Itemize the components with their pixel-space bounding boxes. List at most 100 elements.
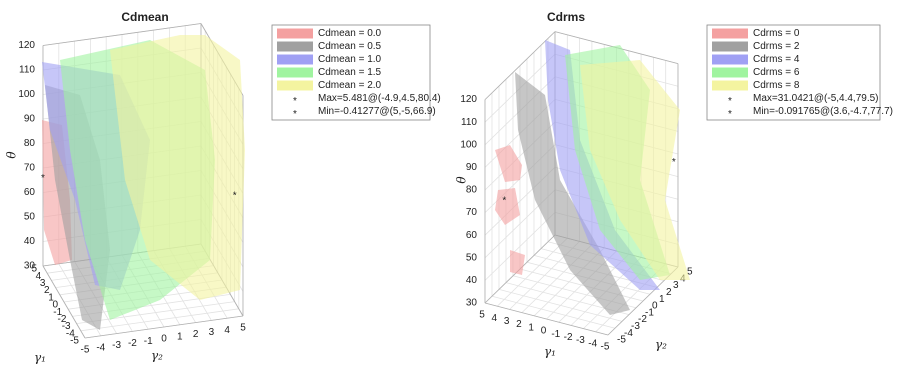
legend-label: Min=-0.091765@(3.6,-4.7,77.7) [753, 106, 893, 117]
x-tick-label: -1 [551, 329, 560, 340]
z-tick-label: 90 [24, 114, 36, 125]
legend-swatch [712, 28, 748, 39]
z-tick-label: 80 [24, 138, 36, 149]
legend-marker: * [728, 109, 732, 120]
z-tick-label: 30 [466, 298, 478, 309]
chart-title: Cdmean [121, 10, 168, 24]
legend-swatch [712, 41, 748, 52]
legend-label: Cdrms = 2 [753, 41, 800, 52]
z-tick-label: 100 [460, 139, 477, 150]
y-tick-label: 3 [673, 280, 679, 291]
y-tick-label: -4 [96, 342, 105, 353]
x-tick-label: -4 [66, 328, 75, 339]
legend-label: Cdrms = 8 [753, 80, 800, 91]
extreme-marker: * [672, 157, 676, 168]
z-tick-label: 110 [461, 117, 477, 128]
y-tick-label: -2 [638, 314, 647, 325]
isosurface [495, 145, 525, 275]
y-tick-label: -5 [81, 345, 90, 356]
legend-label: Cdmean = 2.0 [318, 80, 382, 91]
y-tick-label: -1 [645, 307, 654, 318]
legend: Cdmean = 0.0 Cdmean = 0.5 Cdmean = 1.0 Cdme… [271, 24, 441, 121]
z-tick-label: 50 [24, 212, 36, 223]
axis-line [484, 31, 556, 100]
z-tick-label: 30 [24, 261, 36, 272]
x-tick-label: 5 [479, 310, 485, 321]
legend-marker: * [293, 96, 297, 107]
z-tick-label: 60 [466, 230, 478, 241]
extreme-marker: * [502, 195, 506, 206]
y-tick-label: 1 [177, 331, 183, 342]
axis-line [84, 315, 244, 339]
z-tick-label: 100 [18, 89, 35, 100]
y-axis-label: γ₂ [655, 338, 667, 352]
isosurface [580, 60, 690, 280]
z-tick-label: 110 [19, 65, 35, 76]
legend-swatch [277, 54, 313, 65]
legend-label: Cdmean = 0.5 [318, 41, 382, 52]
y-tick-label: -2 [128, 338, 137, 349]
axis-line [42, 23, 202, 46]
legend-swatch [712, 67, 748, 78]
grid-line [498, 289, 623, 322]
x-tick-label: 4 [492, 313, 498, 324]
y-tick-label: -3 [631, 321, 640, 332]
extreme-marker: * [233, 191, 237, 202]
axis-line [42, 265, 86, 339]
x-tick-label: 4 [36, 271, 42, 282]
x-tick-label: 3 [40, 278, 46, 289]
z-tick-label: 70 [466, 207, 478, 218]
x-axis-label: γ₁ [544, 345, 556, 359]
x-tick-label: 5 [31, 264, 37, 275]
isosurface [110, 35, 245, 300]
z-tick-label: 90 [466, 162, 478, 173]
y-tick-label: 4 [224, 325, 230, 336]
z-tick-label: 80 [466, 185, 478, 196]
y-tick-label: -3 [112, 340, 121, 351]
legend-label: Max=5.481@(-4.9,4.5,80.4) [318, 93, 441, 104]
legend: Cdrms = 0 Cdrms = 2 Cdrms = 4 Cdrms = 6 Cdrm… [706, 24, 893, 121]
legend-label: Cdrms = 0 [753, 28, 800, 39]
x-tick-label: -2 [564, 332, 573, 343]
grid-line [484, 212, 556, 281]
x-tick-label: -3 [576, 335, 585, 346]
legend-label: Cdrms = 6 [753, 67, 800, 78]
legend-label: Min=-0.41277@(5,-5,66.9) [318, 106, 436, 117]
legend-swatch [277, 41, 313, 52]
y-axis-label: γ₂ [151, 349, 163, 363]
legend-marker: * [293, 109, 297, 120]
z-tick-label: 120 [460, 94, 477, 105]
x-tick-label: 2 [516, 319, 522, 330]
x-axis-label: γ₁ [34, 351, 46, 365]
x-tick-label: 1 [48, 292, 54, 303]
legend-label: Cdmean = 1.0 [318, 54, 382, 65]
z-tick-label: 120 [18, 40, 35, 51]
z-tick-label: 60 [24, 187, 36, 198]
x-tick-label: -5 [601, 342, 610, 353]
axis-line [484, 302, 609, 336]
z-tick-label: 40 [24, 236, 36, 247]
x-tick-label: 0 [52, 300, 58, 311]
y-tick-label: -1 [144, 336, 153, 347]
legend-swatch [277, 28, 313, 39]
z-axis-label: θ [455, 176, 469, 184]
legend-marker: * [728, 96, 732, 107]
x-tick-label: -3 [62, 321, 71, 332]
x-tick-label: 2 [44, 285, 50, 296]
legend-swatch [277, 67, 313, 78]
legend-swatch [712, 54, 748, 65]
y-tick-label: 2 [666, 287, 672, 298]
legend-label: Cdmean = 1.5 [318, 67, 382, 78]
x-tick-label: 3 [504, 316, 510, 327]
x-tick-label: -2 [57, 314, 66, 325]
legend-swatch [277, 80, 313, 91]
chart-title: Cdrms [547, 10, 585, 24]
x-tick-label: -4 [588, 338, 597, 349]
x-tick-label: -5 [70, 336, 79, 347]
y-tick-label: 5 [240, 323, 246, 334]
z-tick-label: 40 [466, 275, 478, 286]
y-tick-label: -5 [617, 335, 626, 346]
y-tick-label: 0 [161, 334, 167, 345]
